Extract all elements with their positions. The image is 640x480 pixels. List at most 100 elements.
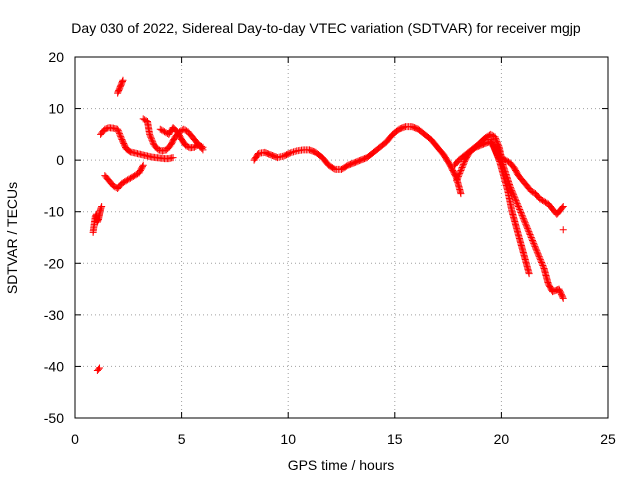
data-point: [509, 189, 517, 197]
data-point: [169, 154, 177, 162]
data-point: [490, 144, 498, 152]
data-point: [119, 178, 127, 186]
x-tick-label: 10: [280, 431, 296, 447]
data-point: [115, 130, 123, 138]
data-point: [540, 197, 548, 205]
data-point: [510, 192, 518, 200]
data-point: [522, 222, 530, 230]
data-point: [195, 141, 203, 149]
data-point: [535, 253, 543, 261]
data-point: [117, 133, 125, 141]
data-point: [529, 238, 537, 246]
data-point: [146, 130, 154, 138]
data-point: [539, 263, 547, 271]
data-point: [129, 172, 137, 180]
series-h: [250, 123, 465, 198]
data-point: [492, 148, 500, 156]
series-b: [93, 364, 104, 375]
y-tick-label: -20: [44, 255, 64, 271]
data-point: [159, 127, 167, 135]
data-point: [532, 245, 540, 253]
y-tick-label: 0: [56, 152, 64, 168]
x-tick-labels: 0 5 10 15 20 25: [71, 431, 616, 447]
data-point: [507, 185, 515, 193]
x-axis-title: GPS time / hours: [288, 457, 395, 473]
data-point: [115, 128, 123, 136]
data-point: [180, 125, 188, 133]
data-point: [489, 142, 497, 150]
x-tick-label: 5: [178, 431, 186, 447]
data-point: [458, 165, 466, 173]
data-point: [458, 164, 466, 172]
grid: [75, 57, 608, 418]
data-points: [89, 76, 567, 375]
data-point: [146, 132, 154, 140]
data-point: [114, 127, 122, 135]
data-point: [147, 133, 155, 141]
data-point: [559, 203, 567, 211]
series-f: [139, 115, 207, 155]
data-point: [539, 197, 547, 205]
data-point: [199, 143, 207, 151]
data-point: [453, 177, 461, 185]
data-point: [516, 207, 524, 215]
data-point: [538, 260, 546, 268]
data-point: [190, 143, 198, 151]
data-point: [510, 191, 518, 199]
y-tick-label: -10: [44, 204, 64, 220]
data-point: [149, 138, 157, 146]
data-point: [131, 172, 139, 180]
data-point: [512, 197, 520, 205]
data-point: [118, 77, 126, 85]
y-tick-label: 20: [48, 49, 64, 65]
y-tick-label: -30: [44, 307, 64, 323]
data-point: [285, 150, 293, 158]
data-point: [457, 166, 465, 174]
data-point: [514, 201, 522, 209]
x-tick-label: 25: [600, 431, 616, 447]
series-g: [156, 124, 207, 152]
data-point: [118, 179, 126, 187]
data-point: [525, 228, 533, 236]
data-point: [98, 203, 106, 211]
data-point: [539, 261, 547, 269]
data-point: [489, 141, 497, 149]
data-point: [513, 200, 521, 208]
series-j: [487, 136, 533, 278]
chart-title: Day 030 of 2022, Sidereal Day-to-day VTE…: [71, 20, 581, 36]
data-point: [506, 182, 514, 190]
data-point: [525, 229, 533, 237]
data-point: [141, 116, 149, 124]
data-point: [183, 142, 191, 150]
data-point: [519, 213, 527, 221]
series-d: [114, 76, 127, 97]
x-tick-label: 0: [71, 431, 79, 447]
x-tick-label: 20: [494, 431, 510, 447]
data-point: [530, 241, 538, 249]
data-point: [109, 182, 117, 190]
data-point: [527, 187, 535, 195]
data-point: [197, 142, 205, 150]
data-point: [290, 148, 298, 156]
data-point: [125, 175, 133, 183]
data-point: [559, 294, 567, 302]
data-point: [128, 173, 136, 181]
data-point: [524, 225, 532, 233]
data-point: [503, 157, 511, 165]
data-point: [454, 174, 462, 182]
data-point: [486, 139, 494, 147]
data-point: [96, 364, 104, 372]
data-point: [455, 171, 463, 179]
data-point: [491, 147, 499, 155]
data-point: [528, 236, 536, 244]
x-tick-label: 15: [387, 431, 403, 447]
data-point: [158, 126, 166, 134]
data-point: [97, 204, 105, 212]
data-point: [488, 131, 496, 139]
data-point: [508, 186, 516, 194]
data-point: [492, 134, 500, 142]
series-c: [97, 124, 177, 163]
data-point: [523, 223, 531, 231]
data-point: [181, 126, 189, 134]
